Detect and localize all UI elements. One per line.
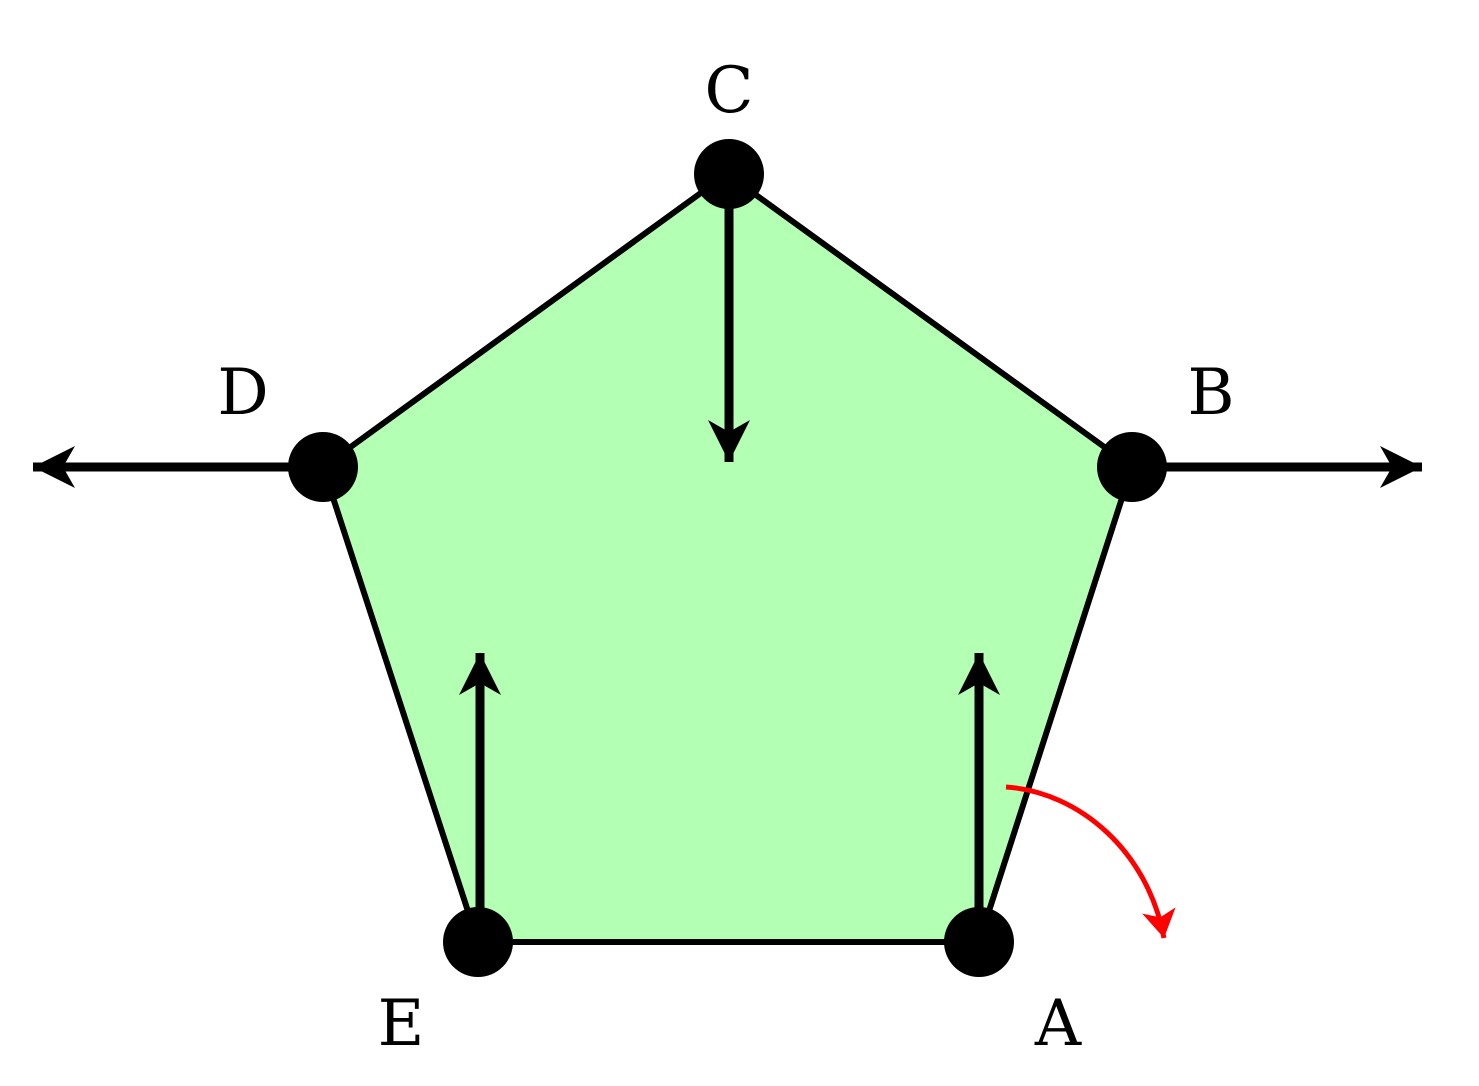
vertex-dot-a bbox=[944, 907, 1014, 977]
vertex-dot-c bbox=[694, 139, 764, 209]
pentagon-face bbox=[320, 171, 1135, 945]
vertex-dot-b bbox=[1097, 432, 1167, 502]
vertex-label-e: E bbox=[378, 987, 425, 1061]
vertex-label-b: B bbox=[1187, 356, 1234, 430]
vertex-dot-d bbox=[288, 432, 358, 502]
vertex-label-a: A bbox=[1034, 987, 1082, 1061]
rotation-arrow bbox=[1005, 784, 1176, 939]
vertex-label-d: D bbox=[217, 356, 268, 430]
vertex-label-c: C bbox=[705, 54, 754, 128]
vertex-dot-e bbox=[443, 907, 513, 977]
